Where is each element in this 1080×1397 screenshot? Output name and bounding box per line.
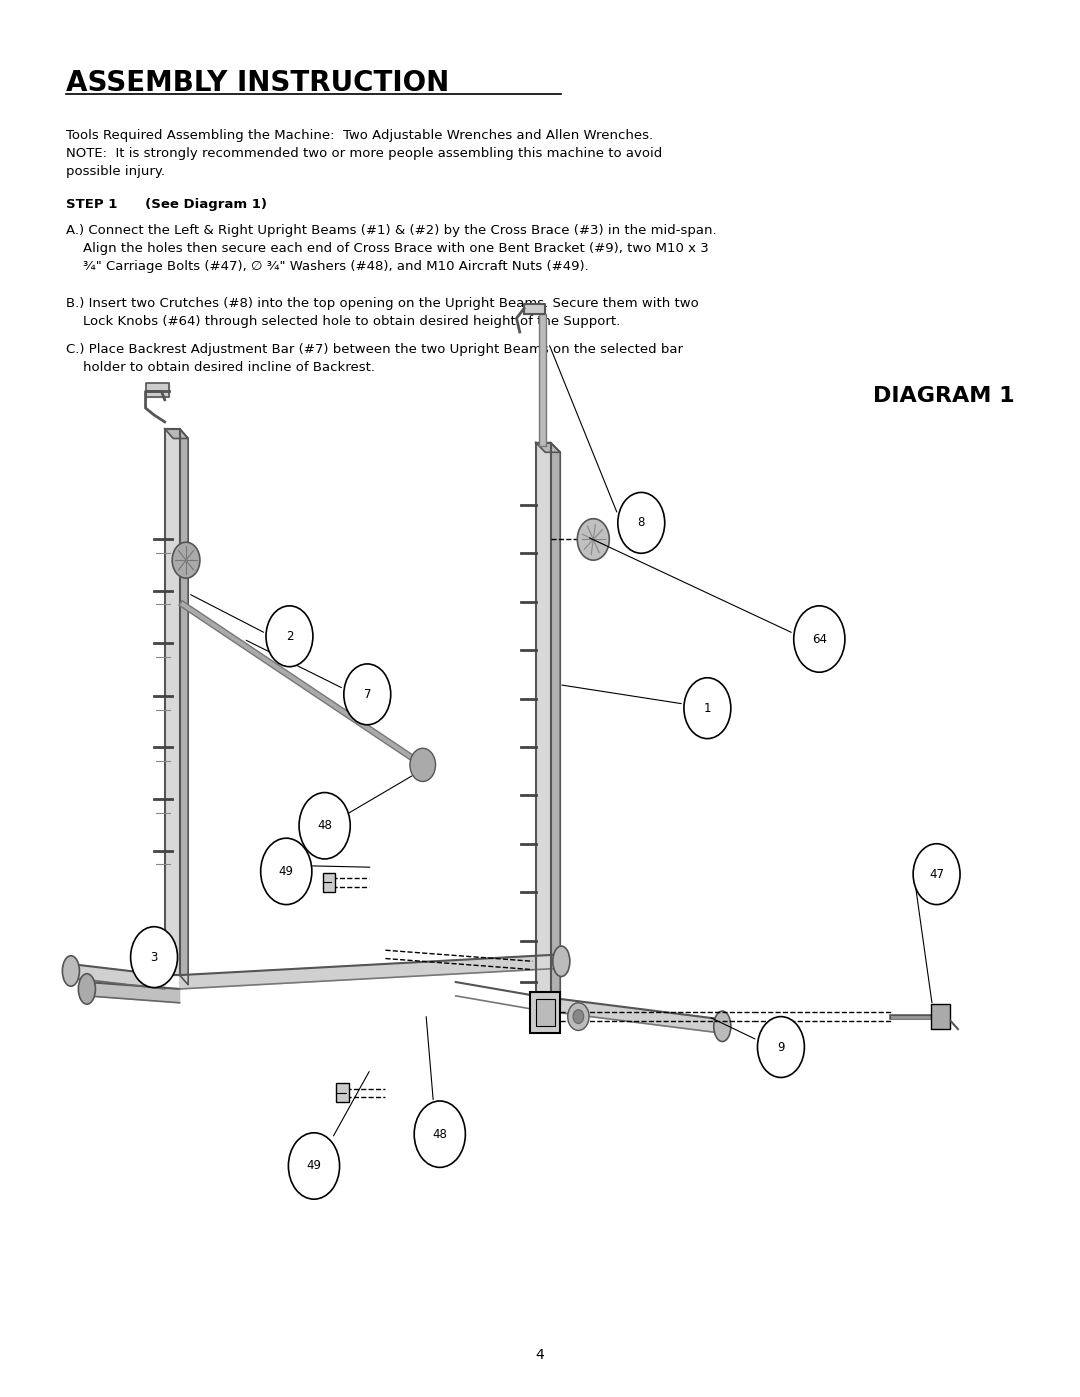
Text: B.) Insert two Crutches (#8) into the top opening on the Upright Beams. Secure t: B.) Insert two Crutches (#8) into the to… <box>66 298 699 328</box>
Polygon shape <box>165 429 179 975</box>
Text: 9: 9 <box>778 1041 785 1053</box>
Text: 48: 48 <box>432 1127 447 1141</box>
Ellipse shape <box>553 946 570 977</box>
Circle shape <box>343 664 391 725</box>
Text: 47: 47 <box>929 868 944 880</box>
Polygon shape <box>86 982 179 1003</box>
Polygon shape <box>536 443 561 453</box>
Polygon shape <box>179 954 562 989</box>
Text: C.) Place Backrest Adjustment Bar (#7) between the two Upright Beams on the sele: C.) Place Backrest Adjustment Bar (#7) b… <box>66 344 683 374</box>
FancyBboxPatch shape <box>530 992 561 1034</box>
Circle shape <box>260 838 312 905</box>
Polygon shape <box>536 996 723 1034</box>
Circle shape <box>172 542 200 578</box>
Ellipse shape <box>63 956 80 986</box>
Ellipse shape <box>79 974 95 1004</box>
Text: 2: 2 <box>286 630 293 643</box>
Polygon shape <box>551 443 561 1006</box>
Circle shape <box>578 518 609 560</box>
Text: 49: 49 <box>307 1160 322 1172</box>
Polygon shape <box>165 429 188 439</box>
Polygon shape <box>71 964 165 989</box>
Circle shape <box>131 926 177 988</box>
Circle shape <box>415 1101 465 1168</box>
Text: 8: 8 <box>637 517 645 529</box>
Text: ASSEMBLY INSTRUCTION: ASSEMBLY INSTRUCTION <box>66 70 449 98</box>
Circle shape <box>684 678 731 739</box>
Text: Tools Required Assembling the Machine:  Two Adjustable Wrenches and Allen Wrench: Tools Required Assembling the Machine: T… <box>66 129 662 177</box>
Circle shape <box>794 606 845 672</box>
Text: DIAGRAM 1: DIAGRAM 1 <box>873 386 1014 407</box>
Text: 3: 3 <box>150 950 158 964</box>
FancyBboxPatch shape <box>931 1004 950 1030</box>
Text: STEP 1      (See Diagram 1): STEP 1 (See Diagram 1) <box>66 198 267 211</box>
Text: 4: 4 <box>536 1348 544 1362</box>
FancyBboxPatch shape <box>536 999 555 1027</box>
Polygon shape <box>536 443 551 996</box>
Ellipse shape <box>714 1011 731 1042</box>
Circle shape <box>913 844 960 905</box>
FancyBboxPatch shape <box>336 1083 349 1102</box>
Text: A.) Connect the Left & Right Upright Beams (#1) & (#2) by the Cross Brace (#3) i: A.) Connect the Left & Right Upright Bea… <box>66 224 716 272</box>
Circle shape <box>618 492 664 553</box>
Text: 48: 48 <box>318 819 332 833</box>
Text: 1: 1 <box>704 701 711 715</box>
Circle shape <box>757 1017 805 1077</box>
Circle shape <box>266 606 313 666</box>
Circle shape <box>299 792 350 859</box>
Text: 7: 7 <box>364 687 372 701</box>
Polygon shape <box>146 383 168 397</box>
Circle shape <box>568 1003 589 1031</box>
Polygon shape <box>179 429 188 985</box>
Circle shape <box>410 749 435 781</box>
Circle shape <box>573 1010 583 1024</box>
Polygon shape <box>524 305 545 314</box>
Text: 49: 49 <box>279 865 294 877</box>
FancyBboxPatch shape <box>323 873 335 893</box>
Circle shape <box>288 1133 339 1199</box>
Text: 64: 64 <box>812 633 827 645</box>
